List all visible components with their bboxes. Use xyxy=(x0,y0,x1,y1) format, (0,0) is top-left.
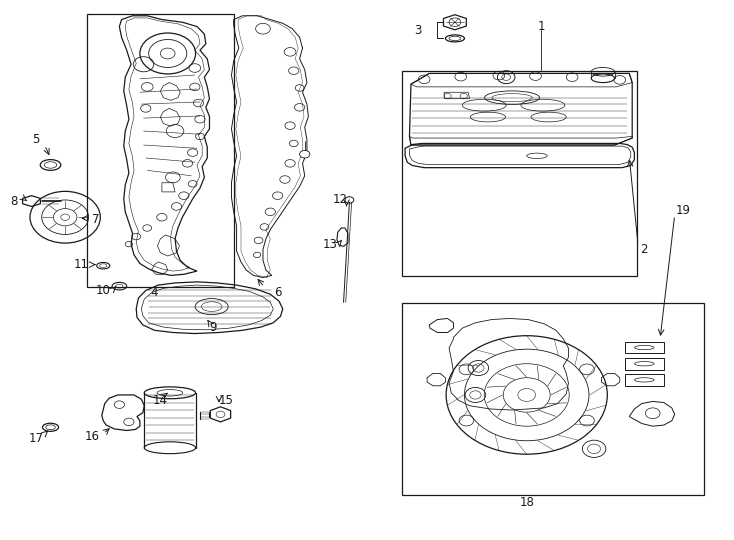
Text: 8: 8 xyxy=(10,194,18,207)
Text: 12: 12 xyxy=(333,193,348,206)
Text: 17: 17 xyxy=(29,431,43,444)
Text: 19: 19 xyxy=(676,204,691,217)
Text: 11: 11 xyxy=(74,258,89,271)
Text: 9: 9 xyxy=(209,321,217,334)
Text: 3: 3 xyxy=(415,24,422,37)
Text: 6: 6 xyxy=(274,286,281,299)
Text: 5: 5 xyxy=(32,133,40,146)
Text: 10: 10 xyxy=(96,284,111,297)
Circle shape xyxy=(299,151,310,158)
Text: 18: 18 xyxy=(519,496,534,509)
Text: 16: 16 xyxy=(84,430,100,443)
Bar xyxy=(402,303,704,495)
Text: 1: 1 xyxy=(537,20,545,33)
Text: 15: 15 xyxy=(219,394,233,407)
Text: 14: 14 xyxy=(153,394,168,407)
Text: 4: 4 xyxy=(150,286,159,299)
Text: 7: 7 xyxy=(92,213,100,226)
Text: 2: 2 xyxy=(640,243,647,256)
Text: 13: 13 xyxy=(323,238,338,251)
Bar xyxy=(402,71,636,276)
Bar xyxy=(87,14,233,287)
